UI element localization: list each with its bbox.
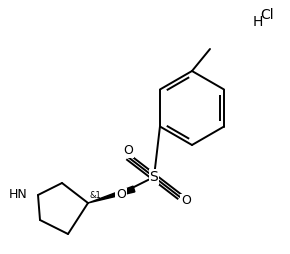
- Text: O: O: [116, 188, 126, 201]
- Text: O: O: [123, 145, 133, 157]
- Text: Cl: Cl: [260, 8, 274, 22]
- Text: HN: HN: [9, 188, 28, 201]
- Polygon shape: [88, 186, 135, 203]
- Text: H: H: [253, 15, 263, 29]
- Text: O: O: [181, 195, 191, 208]
- Text: &1: &1: [90, 190, 102, 199]
- Text: S: S: [150, 170, 158, 184]
